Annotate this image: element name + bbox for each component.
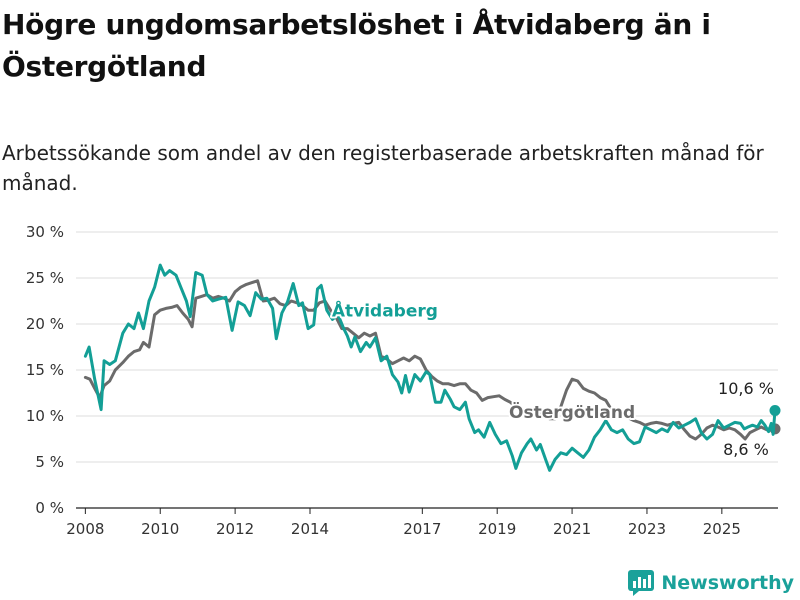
series-labels: Åtvidaberg Östergötland 10,6 % 8,6 % (330, 297, 774, 459)
y-tick-label: 20 % (26, 315, 64, 333)
series-label-ostergotland: Östergötland (509, 401, 635, 423)
brand-name: Newsworthy (661, 572, 794, 594)
x-tick-label: 2023 (628, 520, 666, 538)
y-tick-label: 0 % (35, 499, 64, 517)
brand-logo[interactable]: Newsworthy (627, 568, 794, 598)
end-point-atvidaberg (769, 404, 781, 416)
x-tick-label: 2012 (216, 520, 254, 538)
x-tick-label: 2025 (703, 520, 741, 538)
y-tick-label: 30 % (26, 223, 64, 241)
y-gridlines (76, 231, 778, 509)
y-tick-label: 5 % (35, 453, 64, 471)
series-lines (83, 263, 781, 472)
series-line-atvidaberg (83, 263, 777, 472)
x-axis: 2008 2010 2012 2014 2017 2019 2021 2023 2025 (66, 508, 741, 538)
series-label-atvidaberg: Åtvidaberg (332, 299, 438, 322)
y-tick-label: 25 % (26, 269, 64, 287)
x-tick-label: 2021 (553, 520, 591, 538)
end-label-atvidaberg: 10,6 % (718, 379, 774, 398)
chart-subtitle: Arbetssökande som andel av den registerb… (2, 141, 764, 195)
y-tick-label: 15 % (26, 361, 64, 379)
y-axis-ticks: 0 % 5 % 10 % 15 % 20 % 25 % 30 % (26, 223, 64, 517)
end-label-ostergotland: 8,6 % (723, 440, 769, 459)
x-tick-label: 2008 (66, 520, 104, 538)
x-tick-label: 2010 (141, 520, 179, 538)
x-tick-label: 2019 (478, 520, 516, 538)
chart-title: Högre ungdomsarbetslöshet i Åtvidaberg ä… (2, 8, 711, 83)
x-tick-label: 2017 (403, 520, 441, 538)
y-tick-label: 10 % (26, 407, 64, 425)
x-tick-label: 2014 (291, 520, 329, 538)
newsworthy-logo-icon (628, 570, 655, 596)
